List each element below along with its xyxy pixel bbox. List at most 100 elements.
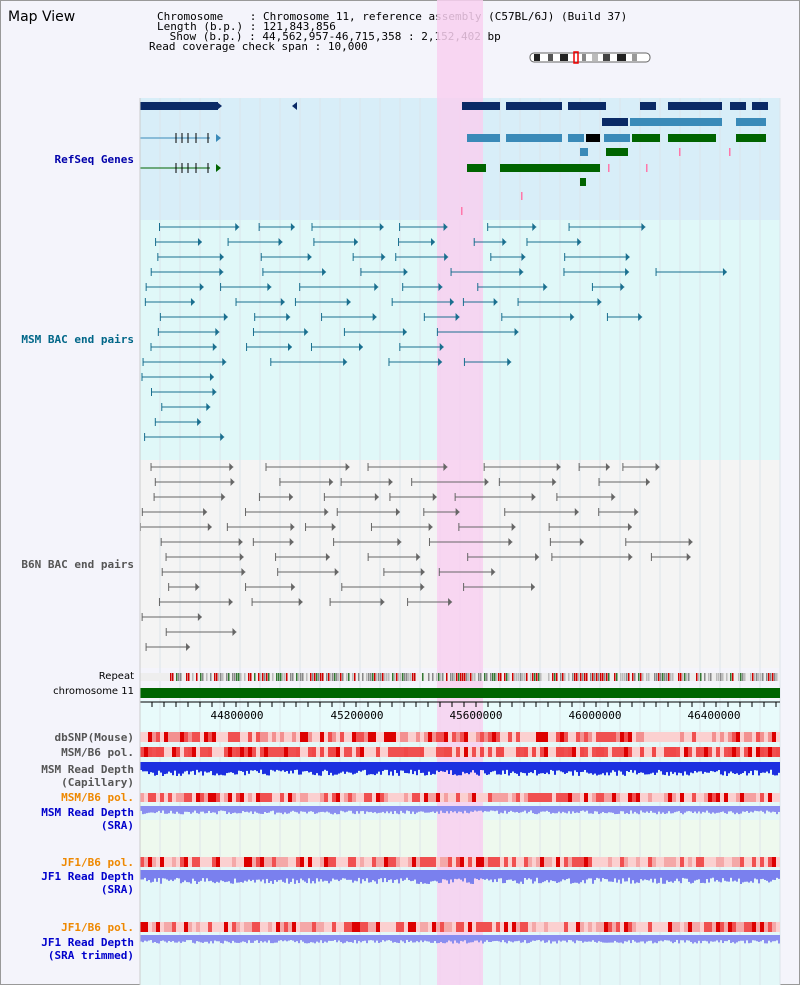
repeat-element	[276, 673, 278, 681]
track-label-msm-depth-sra[interactable]: MSM Read Depth	[41, 806, 134, 819]
depth-bar	[724, 935, 726, 942]
repeat-element	[574, 673, 576, 681]
heat-cell	[352, 747, 356, 757]
depth-bar	[338, 762, 340, 774]
heat-cell	[544, 732, 548, 742]
ruler-tick-label: 46400000	[688, 709, 741, 722]
b6n-bac-pairs[interactable]	[139, 463, 693, 651]
heat-cell	[452, 793, 456, 802]
depth-bar	[592, 870, 594, 884]
track-label-b6n-bac[interactable]: B6N BAC end pairs	[21, 558, 134, 571]
repeat-element	[602, 673, 604, 681]
repeat-element	[330, 673, 332, 681]
heat-cell	[676, 857, 680, 867]
msm-bac-pairs[interactable]	[141, 223, 727, 441]
heat-cell	[492, 732, 496, 742]
depth-bar	[592, 762, 594, 775]
depth-bar	[344, 935, 346, 943]
depth-bar	[530, 762, 532, 773]
heat-cell	[744, 857, 748, 867]
repeat-element	[258, 673, 260, 681]
heat-cell	[456, 857, 460, 867]
depth-bar	[564, 806, 566, 813]
heat-cell	[592, 747, 596, 757]
depth-bar	[554, 806, 556, 814]
highlight-region[interactable]	[437, 0, 483, 985]
heat-cell	[348, 793, 352, 802]
heat-cell	[568, 732, 572, 742]
heat-cell	[684, 793, 688, 802]
track-label-msm-depth-capillary[interactable]: MSM Read Depth	[41, 763, 134, 776]
heat-cell	[248, 793, 252, 802]
heat-cell	[700, 747, 704, 757]
depth-bar	[716, 870, 718, 881]
heat-cell	[492, 793, 496, 802]
heat-cell	[436, 793, 440, 802]
track-label-refseq[interactable]: RefSeq Genes	[54, 153, 134, 166]
chromosome-ideogram[interactable]	[529, 51, 651, 64]
heat-cell	[516, 922, 520, 932]
depth-bar	[744, 870, 746, 882]
depth-bar	[362, 762, 364, 771]
depth-bar	[758, 806, 760, 812]
heat-cell	[540, 857, 544, 867]
depth-bar	[264, 806, 266, 813]
depth-bar	[528, 762, 530, 773]
track-label-msm-b6-pol-2[interactable]: MSM/B6 pol.	[61, 791, 134, 804]
depth-bar	[258, 762, 260, 773]
heat-cell	[412, 732, 416, 742]
depth-bar	[616, 806, 618, 815]
depth-bar	[244, 870, 246, 881]
bac-end-right	[280, 298, 285, 306]
heat-cell	[260, 857, 264, 867]
depth-bar	[650, 806, 652, 811]
depth-bar	[672, 870, 674, 883]
heat-cell	[156, 732, 160, 742]
heat-cell	[340, 747, 344, 757]
repeat-element	[300, 673, 302, 681]
depth-bar	[252, 762, 254, 771]
depth-bar	[602, 935, 604, 943]
depth-bar	[574, 762, 576, 771]
repeat-element	[438, 673, 440, 681]
track-label-msm-bac[interactable]: MSM BAC end pairs	[21, 333, 134, 346]
depth-bar	[526, 870, 528, 880]
heat-cell	[152, 747, 156, 757]
depth-bar	[628, 870, 630, 878]
repeat-element	[756, 673, 758, 681]
length-value: 121,843,856	[262, 20, 336, 33]
refseq-features[interactable]	[140, 102, 768, 215]
depth-bar	[360, 935, 362, 943]
depth-bar	[432, 762, 434, 774]
track-label-msm-b6-pol-1[interactable]: MSM/B6 pol.	[61, 746, 134, 759]
repeat-element	[640, 673, 642, 681]
heat-cell	[544, 747, 548, 757]
track-label-jf1-b6-pol-2[interactable]: JF1/B6 pol.	[61, 921, 134, 934]
track-label-jf1-b6-pol-1[interactable]: JF1/B6 pol.	[61, 856, 134, 869]
depth-bar	[630, 935, 632, 944]
heat-cell	[496, 793, 500, 802]
depth-bar	[154, 806, 156, 814]
repeat-element	[726, 673, 728, 681]
heat-cell	[588, 747, 592, 757]
heat-cell	[208, 732, 212, 742]
depth-bar	[142, 806, 144, 815]
depth-bar	[304, 870, 306, 882]
track-label-dbsnp[interactable]: dbSNP(Mouse)	[54, 731, 134, 744]
heat-cell	[404, 747, 408, 757]
depth-bar	[712, 806, 714, 813]
depth-bar	[600, 935, 602, 942]
heat-cell	[384, 732, 388, 742]
depth-bar	[550, 806, 552, 814]
track-label-jf1-depth-trimmed[interactable]: JF1 Read Depth	[41, 936, 134, 949]
heat-cell	[748, 747, 752, 757]
track-label-jf1-depth-sra[interactable]: JF1 Read Depth	[41, 870, 134, 883]
depth-bar	[156, 870, 158, 882]
depth-bar	[262, 935, 264, 943]
heat-cell	[732, 857, 736, 867]
depth-bar	[528, 935, 530, 943]
depth-bar	[664, 762, 666, 776]
heat-cell	[252, 747, 256, 757]
bac-end-right	[395, 508, 400, 516]
